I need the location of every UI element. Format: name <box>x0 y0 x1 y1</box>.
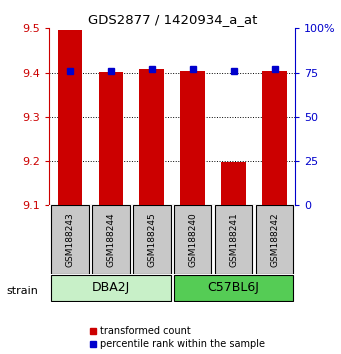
Text: C57BL6J: C57BL6J <box>208 281 260 295</box>
Text: strain: strain <box>7 286 39 296</box>
Bar <box>139 69 164 205</box>
Bar <box>180 71 205 205</box>
Bar <box>133 205 170 274</box>
Bar <box>221 162 246 205</box>
Bar <box>174 205 211 274</box>
Bar <box>262 71 287 205</box>
Text: GSM188240: GSM188240 <box>188 212 197 267</box>
Bar <box>174 275 293 301</box>
Bar <box>256 205 293 274</box>
Text: GSM188243: GSM188243 <box>65 212 74 267</box>
Text: GSM188245: GSM188245 <box>147 212 156 267</box>
Bar <box>51 275 170 301</box>
Title: GDS2877 / 1420934_a_at: GDS2877 / 1420934_a_at <box>88 13 257 26</box>
Text: GSM188241: GSM188241 <box>229 212 238 267</box>
Text: DBA2J: DBA2J <box>92 281 130 295</box>
Bar <box>58 30 82 205</box>
Bar <box>51 205 89 274</box>
Legend: transformed count, percentile rank within the sample: transformed count, percentile rank withi… <box>89 326 265 349</box>
Bar <box>215 205 252 274</box>
Text: GSM188244: GSM188244 <box>106 212 115 267</box>
Text: GSM188242: GSM188242 <box>270 212 279 267</box>
Bar <box>99 72 123 205</box>
Bar <box>92 205 130 274</box>
